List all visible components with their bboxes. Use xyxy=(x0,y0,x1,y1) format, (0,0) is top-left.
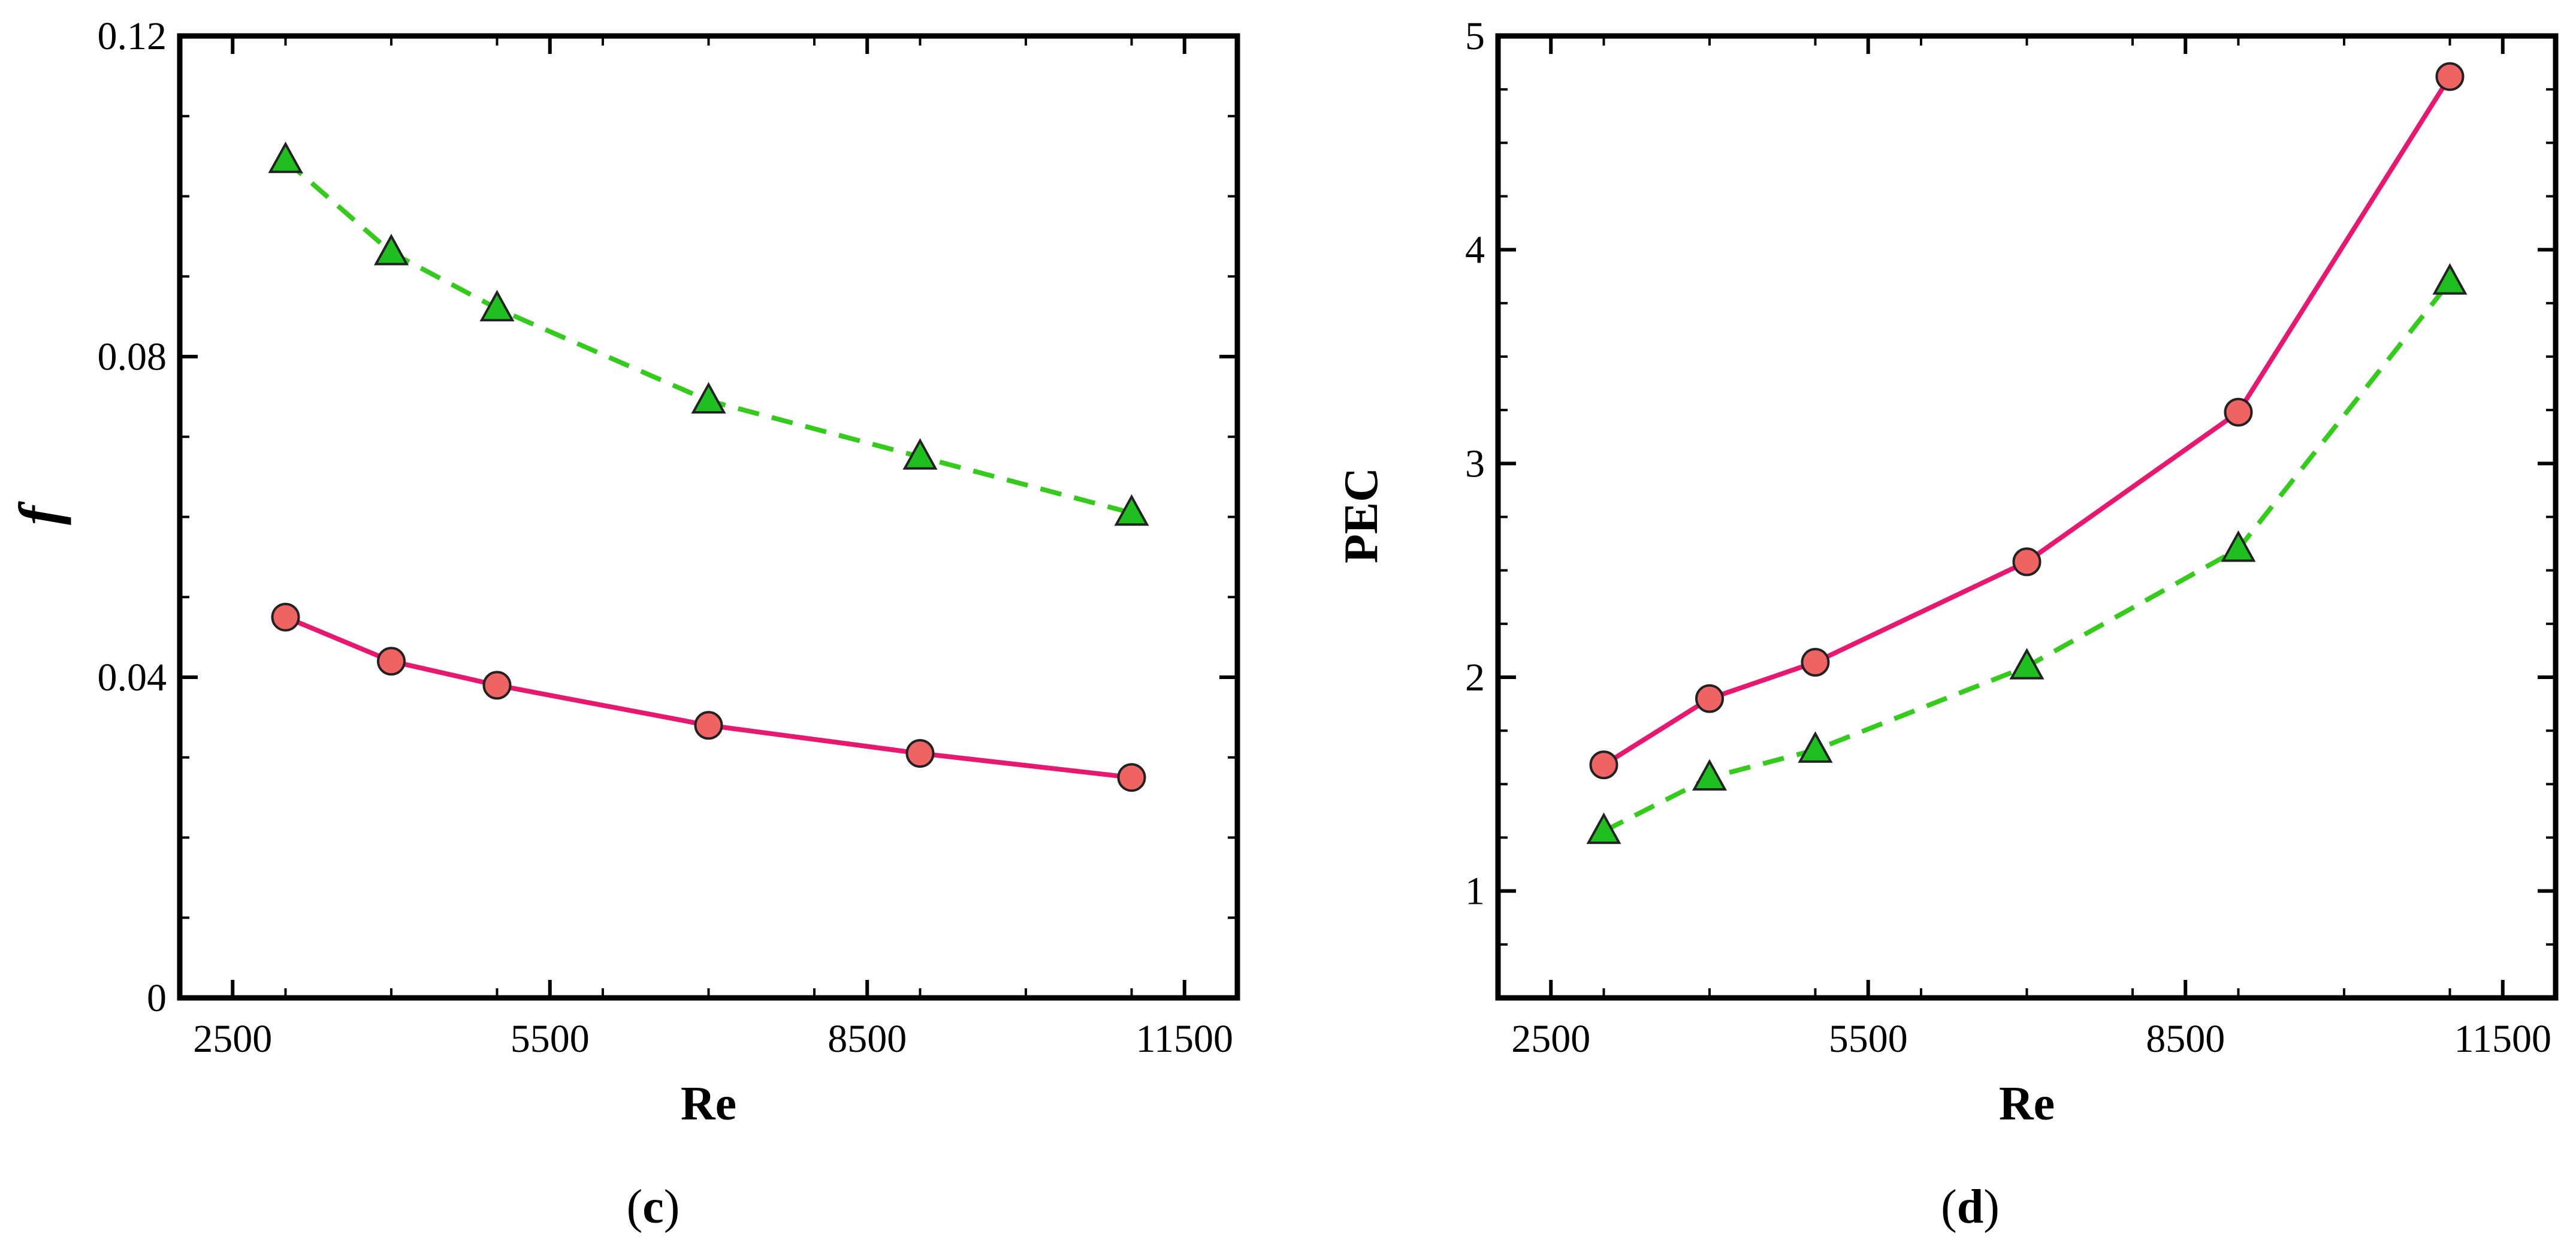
series-line-circles xyxy=(284,614,1132,780)
data-point-triangle xyxy=(373,233,409,266)
series-line-triangles xyxy=(283,158,1133,515)
x-tick-label: 11500 xyxy=(2454,1017,2551,1061)
y-tick-label: 4 xyxy=(1465,228,1485,272)
data-point-circle xyxy=(2435,62,2465,91)
data-point-triangle xyxy=(691,382,726,414)
data-point-circle xyxy=(377,647,406,676)
panel-label-close: ) xyxy=(1983,1181,2000,1233)
data-point-circle xyxy=(1695,684,1724,713)
y-tick-label: 0.08 xyxy=(98,335,167,379)
x-axis-label: Re xyxy=(681,1078,736,1130)
x-tick-label: 5500 xyxy=(511,1017,590,1061)
panel-d-ticks xyxy=(1498,34,2556,999)
data-point-circle xyxy=(1117,763,1146,792)
panel-d-chart: 2500 5500 8500 11500 1 2 3 4 5 Re PEC (d) xyxy=(1335,14,2559,1233)
y-tick-label: 1 xyxy=(1465,870,1485,913)
panel-c-chart: 2500 5500 8500 11500 0 0.04 0.08 0.12 Re f (c) xyxy=(7,14,1240,1233)
series-triangles xyxy=(268,141,1149,526)
y-tick-label: 3 xyxy=(1465,442,1485,485)
data-point-circle xyxy=(482,671,512,700)
y-tick-label: 2 xyxy=(1465,656,1485,699)
data-point-circle xyxy=(1801,648,1830,677)
x-axis-label: Re xyxy=(1999,1078,2055,1130)
y-tick-label: 0 xyxy=(147,976,167,1020)
x-tick-label: 8500 xyxy=(828,1017,907,1061)
x-tick-label: 11500 xyxy=(1136,1017,1233,1061)
panel-d-plot-frame xyxy=(1495,33,2559,1001)
data-point-triangle xyxy=(1114,494,1149,526)
data-point-triangle xyxy=(1798,731,1833,763)
data-point-triangle xyxy=(268,141,303,173)
x-tick-label: 5500 xyxy=(1829,1017,1908,1061)
data-point-circle xyxy=(2224,397,2253,427)
panel-label-open: ( xyxy=(627,1181,643,1233)
panel-label-letter: c xyxy=(642,1181,664,1233)
panel-c-plot-frame xyxy=(177,33,1240,1001)
series-line-circles xyxy=(1602,75,2452,767)
data-point-triangle xyxy=(2432,263,2468,295)
series-circles xyxy=(1589,62,2465,780)
panel-c-ticks xyxy=(180,34,1237,1000)
data-point-triangle xyxy=(479,289,515,322)
series-triangles xyxy=(1586,263,2468,844)
data-point-triangle xyxy=(1692,759,1728,791)
panel-label-letter: d xyxy=(1957,1181,1984,1233)
data-point-circle xyxy=(271,602,300,632)
y-tick-label: 0.04 xyxy=(98,656,167,699)
series-circles xyxy=(271,602,1146,792)
data-point-triangle xyxy=(2009,648,2045,680)
y-tick-label: 5 xyxy=(1465,14,1485,58)
data-point-triangle xyxy=(2221,530,2256,562)
data-point-circle xyxy=(905,739,935,768)
x-tick-label: 8500 xyxy=(2146,1017,2225,1061)
y-axis-label: PEC xyxy=(1335,467,1388,563)
data-point-triangle xyxy=(902,438,938,470)
data-point-circle xyxy=(2012,547,2042,577)
y-tick-label: 0.12 xyxy=(98,14,167,58)
data-point-triangle xyxy=(1586,812,1621,844)
x-tick-label: 2500 xyxy=(193,1017,272,1061)
x-tick-label: 2500 xyxy=(1511,1017,1590,1061)
data-point-circle xyxy=(694,711,723,740)
data-point-circle xyxy=(1589,750,1618,780)
panel-label: (c) xyxy=(627,1181,680,1233)
panel-label-open: ( xyxy=(1941,1181,1957,1233)
y-axis-label: f xyxy=(7,501,71,525)
panel-label-close: ) xyxy=(664,1181,680,1233)
panel-label: (d) xyxy=(1941,1181,2000,1233)
